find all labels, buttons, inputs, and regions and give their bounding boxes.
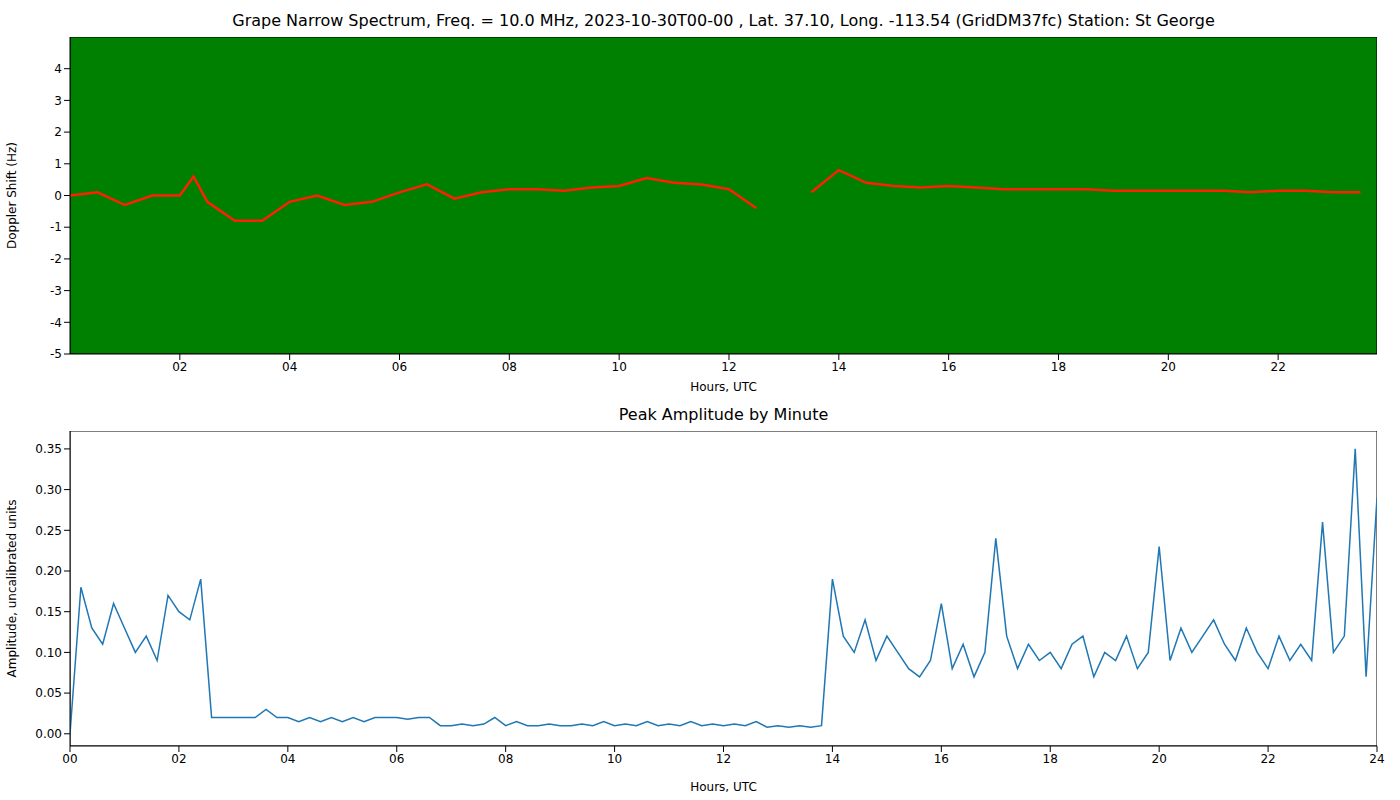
svg-text:14: 14 bbox=[831, 360, 846, 374]
svg-text:16: 16 bbox=[941, 360, 956, 374]
svg-text:0.20: 0.20 bbox=[35, 564, 62, 578]
svg-text:02: 02 bbox=[172, 360, 187, 374]
svg-text:Amplitude, uncalibrated units: Amplitude, uncalibrated units bbox=[5, 500, 19, 678]
svg-text:12: 12 bbox=[721, 360, 736, 374]
svg-text:0.30: 0.30 bbox=[35, 483, 62, 497]
svg-text:3: 3 bbox=[54, 94, 62, 108]
svg-text:00: 00 bbox=[62, 752, 77, 766]
svg-text:-4: -4 bbox=[50, 316, 62, 330]
svg-text:10: 10 bbox=[612, 360, 627, 374]
svg-text:Hours, UTC: Hours, UTC bbox=[690, 780, 757, 794]
svg-text:18: 18 bbox=[1051, 360, 1066, 374]
svg-text:0.35: 0.35 bbox=[35, 442, 62, 456]
svg-text:-5: -5 bbox=[50, 347, 62, 361]
svg-text:Doppler Shift (Hz): Doppler Shift (Hz) bbox=[5, 142, 19, 249]
svg-text:0.05: 0.05 bbox=[35, 686, 62, 700]
svg-text:-1: -1 bbox=[50, 220, 62, 234]
svg-text:-3: -3 bbox=[50, 284, 62, 298]
svg-text:04: 04 bbox=[282, 360, 297, 374]
svg-text:08: 08 bbox=[498, 752, 513, 766]
svg-text:4: 4 bbox=[54, 62, 62, 76]
svg-text:18: 18 bbox=[1043, 752, 1058, 766]
svg-text:0.15: 0.15 bbox=[35, 605, 62, 619]
svg-text:2: 2 bbox=[54, 125, 62, 139]
svg-text:0.00: 0.00 bbox=[35, 727, 62, 741]
html-text:Grape Narrow Spectrum, Freq. =: Grape Narrow Spectrum, Freq. = 10.0 MHz,… bbox=[232, 11, 1215, 30]
html-text:Peak Amplitude by Minute: Peak Amplitude by Minute bbox=[618, 405, 829, 424]
svg-text:Hours, UTC: Hours, UTC bbox=[690, 380, 757, 394]
svg-text:14: 14 bbox=[825, 752, 840, 766]
svg-text:-2: -2 bbox=[50, 252, 62, 266]
svg-text:0.25: 0.25 bbox=[35, 524, 62, 538]
svg-text:16: 16 bbox=[934, 752, 949, 766]
svg-text:0: 0 bbox=[54, 189, 62, 203]
svg-text:1: 1 bbox=[54, 157, 62, 171]
svg-text:24: 24 bbox=[1369, 752, 1384, 766]
svg-text:10: 10 bbox=[607, 752, 622, 766]
svg-text:22: 22 bbox=[1271, 360, 1286, 374]
svg-text:06: 06 bbox=[392, 360, 407, 374]
svg-text:22: 22 bbox=[1260, 752, 1275, 766]
svg-text:20: 20 bbox=[1161, 360, 1176, 374]
svg-text:08: 08 bbox=[502, 360, 517, 374]
svg-text:04: 04 bbox=[280, 752, 295, 766]
svg-text:02: 02 bbox=[171, 752, 186, 766]
svg-text:0.10: 0.10 bbox=[35, 646, 62, 660]
svg-text:12: 12 bbox=[716, 752, 731, 766]
svg-text:06: 06 bbox=[389, 752, 404, 766]
svg-text:20: 20 bbox=[1152, 752, 1167, 766]
